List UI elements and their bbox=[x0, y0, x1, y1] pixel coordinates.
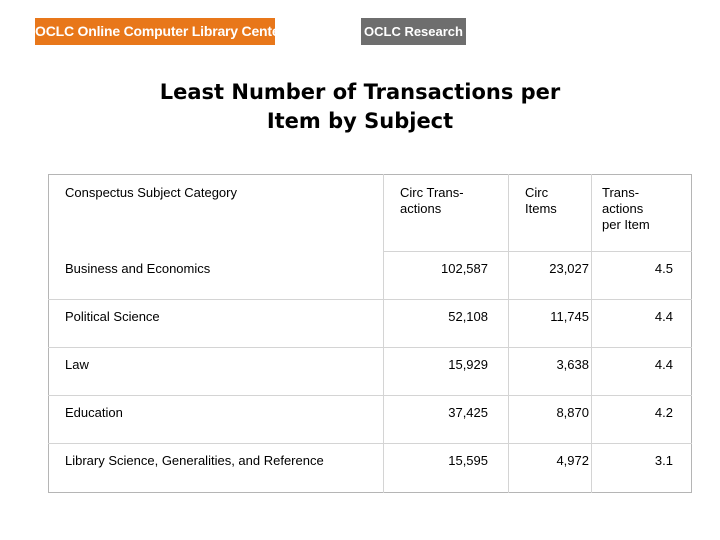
cell-circ-items: 3,638 bbox=[508, 347, 592, 396]
transactions-table: Conspectus Subject Category Circ Trans- … bbox=[48, 174, 692, 493]
header-subject-category: Conspectus Subject Category bbox=[49, 175, 384, 252]
cell-per-item: 4.5 bbox=[591, 251, 692, 300]
cell-per-item: 4.4 bbox=[591, 299, 692, 348]
cell-circ-items: 4,972 bbox=[508, 443, 592, 493]
table-row: Library Science, Generalities, and Refer… bbox=[48, 443, 692, 493]
table-row: Business and Economics 102,587 23,027 4.… bbox=[49, 251, 692, 300]
oclc-research-logo: OCLC Research bbox=[361, 18, 466, 45]
header-circ-transactions-line2: actions bbox=[400, 201, 442, 216]
cell-subject: Education bbox=[48, 395, 384, 444]
header-circ-transactions-line1: Circ Trans- bbox=[400, 185, 464, 200]
cell-per-item: 4.2 bbox=[591, 395, 692, 444]
header-transactions-per-item: Trans- actions per Item bbox=[591, 174, 692, 252]
cell-subject: Business and Economics bbox=[65, 260, 211, 276]
oclc-logo: OCLC Online Computer Library Center bbox=[35, 18, 285, 45]
header-per-item-line3: per Item bbox=[602, 217, 650, 232]
cell-circ-transactions: 52,108 bbox=[383, 299, 509, 348]
cell-per-item: 4.4 bbox=[591, 347, 692, 396]
table-header-row: Conspectus Subject Category Circ Trans- … bbox=[49, 174, 692, 252]
page-title: Least Number of Transactions per Item by… bbox=[0, 78, 720, 136]
header-per-item-line2: actions bbox=[602, 201, 644, 216]
cell-circ-transactions: 15,929 bbox=[383, 347, 509, 396]
header-circ-items-line2: Items bbox=[525, 201, 557, 216]
cell-circ-transactions: 37,425 bbox=[383, 395, 509, 444]
table-row: Political Science 52,108 11,745 4.4 bbox=[48, 299, 692, 348]
table-row: Education 37,425 8,870 4.2 bbox=[48, 395, 692, 444]
header-circ-transactions: Circ Trans- actions bbox=[383, 174, 509, 252]
cell-subject: Library Science, Generalities, and Refer… bbox=[48, 443, 384, 493]
cell-circ-items: 23,027 bbox=[508, 251, 592, 300]
table-row: Law 15,929 3,638 4.4 bbox=[48, 347, 692, 396]
cell-subject: Law bbox=[48, 347, 384, 396]
header-subject-label: Conspectus Subject Category bbox=[65, 185, 237, 200]
title-line-1: Least Number of Transactions per bbox=[159, 80, 561, 104]
title-line-2: Item by Subject bbox=[266, 109, 454, 133]
cell-subject: Political Science bbox=[48, 299, 384, 348]
cell-circ-items: 8,870 bbox=[508, 395, 592, 444]
header-circ-items-line1: Circ bbox=[525, 185, 549, 200]
cell-per-item: 3.1 bbox=[591, 443, 692, 493]
header-per-item-line1: Trans- bbox=[602, 185, 640, 200]
cell-circ-transactions: 15,595 bbox=[383, 443, 509, 493]
cell-circ-items: 11,745 bbox=[508, 299, 592, 348]
cell-circ-transactions: 102,587 bbox=[383, 251, 509, 300]
header-circ-items: Circ Items bbox=[508, 174, 592, 252]
